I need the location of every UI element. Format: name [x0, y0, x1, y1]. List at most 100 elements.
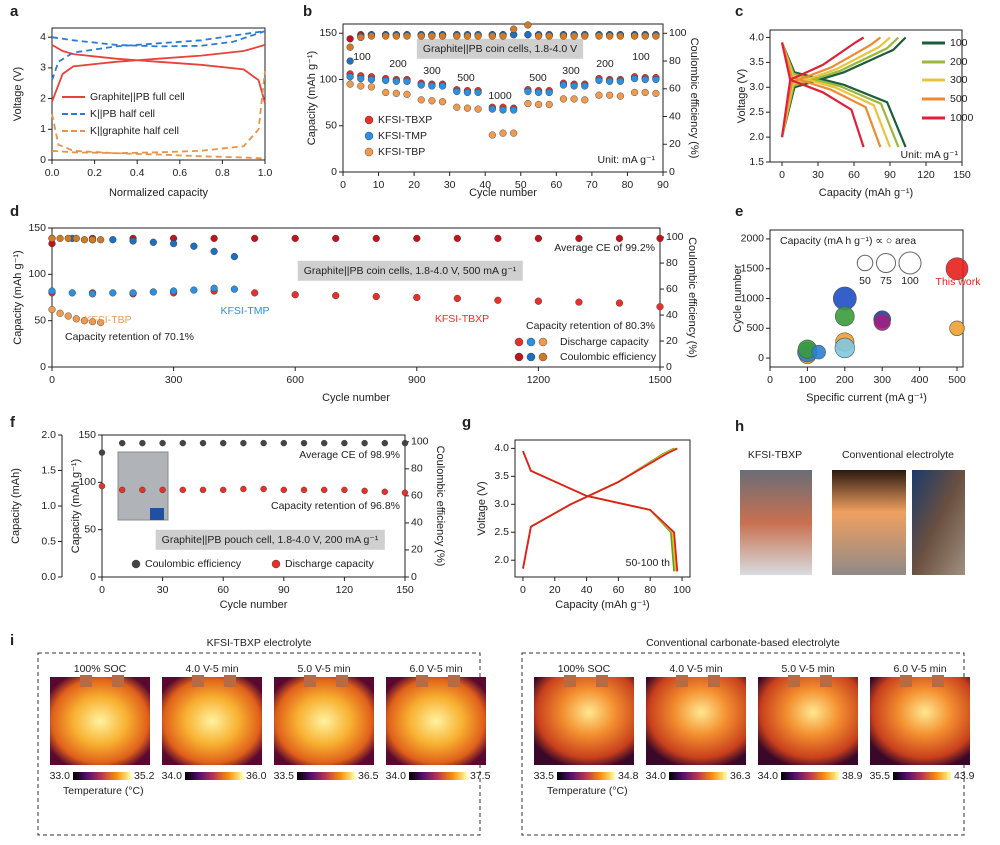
legend-swatch — [538, 337, 548, 347]
y-tick-label: 50 — [325, 120, 337, 132]
annotation: Graphite||PB pouch cell, 1.8-4.0 V, 200 … — [162, 534, 379, 546]
annotation: Capacity retention of 80.3% — [526, 320, 655, 332]
x-axis-label: Capacity (mAh g⁻¹) — [555, 599, 649, 611]
point — [510, 129, 518, 137]
colorbar-max: 36.5 — [358, 770, 379, 782]
x-tick-label: 0 — [520, 584, 526, 596]
point — [251, 234, 259, 242]
point — [494, 234, 502, 242]
x-axis-label: Cycle number — [322, 392, 390, 404]
point — [474, 105, 482, 113]
series-label: KFSI-TBP — [84, 314, 131, 326]
point — [280, 439, 287, 447]
y-tick-label: 150 — [28, 222, 46, 234]
thermal-image — [50, 677, 150, 765]
panel-label: f — [10, 414, 16, 431]
size-legend-circle — [875, 252, 897, 274]
legend-label: KFSI-TBXP — [378, 114, 432, 126]
legend-label: 1000 — [950, 112, 974, 124]
tab — [708, 675, 720, 687]
x-tick-label: 60 — [550, 179, 562, 191]
point — [159, 486, 166, 494]
y-tick-label: 1 — [40, 123, 46, 135]
point — [109, 236, 117, 244]
legend-label: 300 — [950, 74, 968, 86]
image-label: 5.0 V-5 min — [781, 663, 834, 675]
y-tick-label: 1.5 — [41, 464, 56, 476]
point — [291, 234, 299, 242]
point — [129, 237, 137, 245]
legend-swatch — [364, 147, 374, 157]
x-tick-label: 120 — [336, 584, 354, 596]
point — [510, 25, 518, 33]
point — [534, 32, 543, 40]
legend-swatch — [514, 352, 524, 362]
y-tick-label: 0 — [331, 166, 337, 178]
thermal-image — [162, 677, 262, 765]
point — [652, 75, 660, 84]
image-label: 4.0 V-5 min — [185, 663, 238, 675]
point — [428, 82, 436, 90]
colorbar-max: 43.9 — [954, 770, 975, 782]
point — [641, 32, 649, 40]
colorbar — [409, 772, 467, 780]
point — [453, 103, 461, 111]
point — [559, 81, 568, 89]
y2-tick-label: 40 — [411, 517, 423, 529]
point — [656, 303, 664, 311]
legend-swatch — [364, 131, 374, 141]
y-tick-label: 1500 — [741, 262, 765, 274]
y2-tick-label: 0 — [669, 166, 675, 178]
point — [372, 234, 380, 242]
series-line — [780, 36, 865, 148]
y-tick-label: 0 — [40, 361, 46, 373]
point — [199, 439, 207, 447]
point — [488, 131, 496, 139]
colorbar-max: 37.5 — [470, 770, 491, 782]
point — [88, 290, 97, 298]
point — [56, 309, 64, 317]
point — [616, 92, 624, 100]
colorbar — [297, 772, 355, 780]
x-axis-label: Specific current (mA g⁻¹) — [806, 392, 927, 404]
annotation: Average CE of 99.2% — [554, 242, 655, 254]
point — [615, 299, 624, 307]
x-tick-label: 200 — [836, 374, 854, 386]
colorbar-max: 38.9 — [842, 770, 863, 782]
annotation: Capacity retention of 96.8% — [271, 500, 400, 512]
y-tick-label: 2.5 — [749, 106, 764, 118]
point — [341, 439, 348, 447]
y-tick-label: 1.5 — [749, 156, 764, 168]
point — [524, 99, 532, 108]
size-legend-circle — [856, 254, 874, 272]
point — [240, 485, 247, 493]
point — [149, 288, 157, 296]
point — [417, 96, 425, 104]
colorbar — [185, 772, 243, 780]
legend-label: 200 — [950, 56, 968, 68]
y2-tick-label: 80 — [669, 55, 681, 67]
point — [48, 287, 56, 295]
point — [210, 234, 218, 242]
x-axis-label: Cycle number — [469, 187, 537, 199]
y2-tick-label: 40 — [666, 309, 678, 321]
y2-axis-label: Coulombic efficiency (%) — [688, 38, 700, 159]
photo-label: Conventional electrolyte — [842, 449, 954, 461]
y-tick-label: 3.0 — [749, 81, 764, 93]
x-tick-label: 20 — [549, 584, 561, 596]
x-tick-label: 40 — [581, 584, 593, 596]
legend-swatch — [526, 337, 536, 347]
y2-tick-label: 100 — [669, 27, 687, 39]
legend-label: Discharge capacity — [285, 558, 374, 570]
colorbar-max: 34.8 — [618, 770, 639, 782]
y-tick-label: 0.0 — [41, 571, 56, 583]
tab — [416, 675, 428, 687]
size-legend-label: 100 — [901, 275, 919, 287]
point — [438, 98, 447, 106]
image-label: 5.0 V-5 min — [297, 663, 350, 675]
rate-label: 200 — [596, 58, 614, 70]
y3-tick-label: 0 — [90, 571, 96, 583]
point — [230, 252, 239, 261]
tab — [224, 675, 236, 687]
point — [453, 294, 461, 303]
